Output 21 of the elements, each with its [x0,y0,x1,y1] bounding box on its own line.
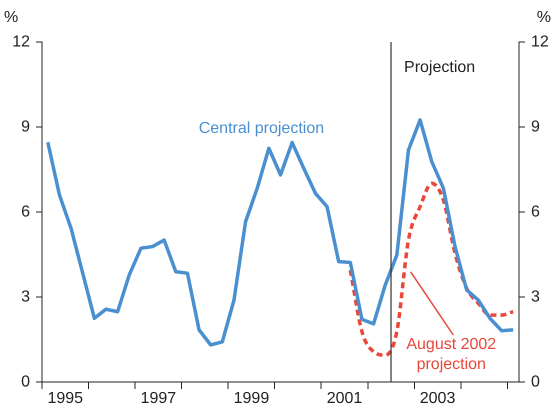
y-tick-label: 6 [21,203,30,220]
y2-tick-label: 9 [531,118,540,136]
y2-axis-title: % [536,9,551,26]
y-tick-label: 9 [21,118,30,136]
y2-tick-label: 0 [531,373,540,390]
line-series [348,182,515,357]
series-label: Central projection [198,120,324,137]
x-tick-label: 2001 [326,390,362,407]
y-tick-label: 3 [21,288,30,306]
x-tick-label: 2003 [420,390,456,407]
y2-tick-label: 3 [531,288,540,306]
series-label: August 2002 projection [406,336,496,373]
ref-line-label: Projection [404,59,476,76]
y-tick-label: 0 [21,373,30,390]
x-tick-label: 1999 [234,390,270,407]
x-tick-label: 1995 [47,390,84,407]
y2-tick-label: 12 [531,33,549,50]
y2-tick-label: 6 [531,203,540,220]
x-tick-label: 1997 [140,390,176,407]
y-tick-label: 12 [12,33,30,50]
y-axis-title: % [4,9,18,26]
